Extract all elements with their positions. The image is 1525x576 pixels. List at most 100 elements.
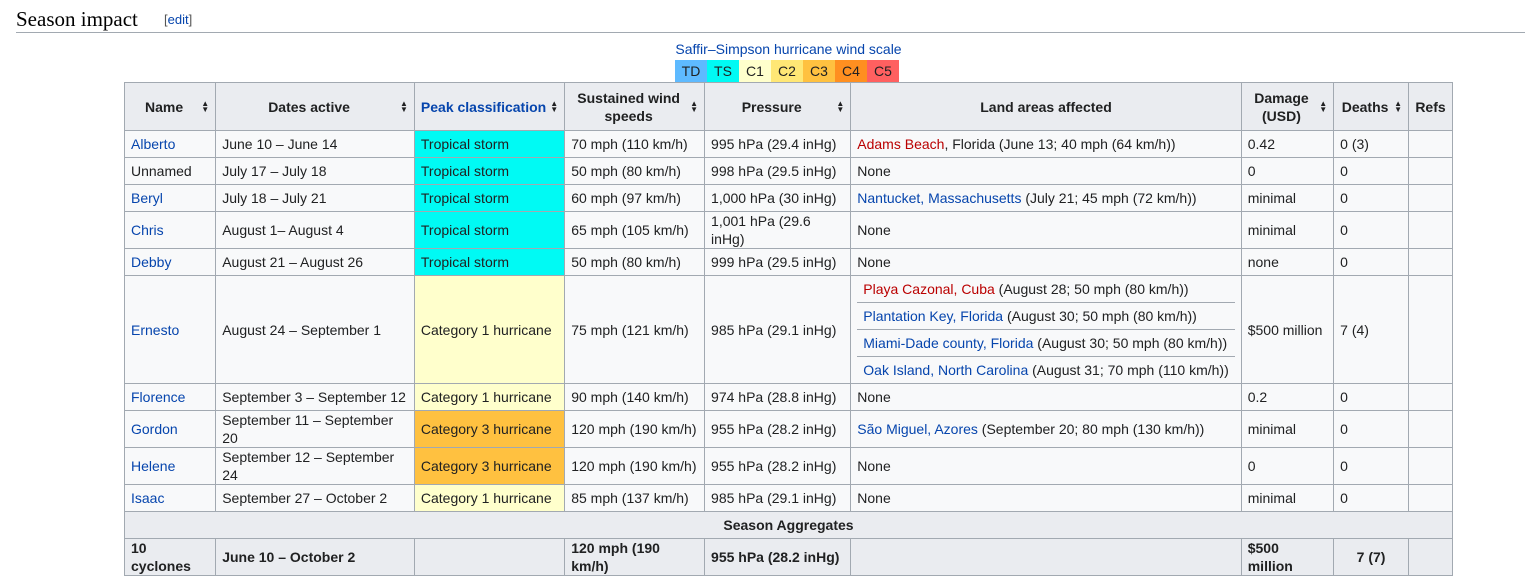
peak-cell: Category 1 hurricane <box>413 383 566 411</box>
totals-row: 10 cyclones June 10 – October 2 120 mph … <box>123 538 1454 576</box>
header-dates[interactable]: Dates active ▲ ▼ <box>215 82 415 131</box>
land-cell: None <box>850 248 1242 276</box>
land-cell: Nantucket, Massachusetts (July 21; 45 mp… <box>850 184 1242 212</box>
table-row: Helene September 12 – September 24 Categ… <box>123 447 1454 485</box>
header-wind[interactable]: Sustained wind speeds ▲ ▼ <box>564 82 706 131</box>
total-pressure: 955 hPa (28.2 inHg) <box>704 538 852 576</box>
total-land <box>850 538 1242 576</box>
total-refs <box>1407 538 1454 576</box>
refs-cell <box>1407 211 1454 249</box>
dates-cell: August 24 – September 1 <box>215 275 415 384</box>
refs-cell <box>1407 383 1454 411</box>
header-name-label: Name <box>145 98 184 115</box>
storm-link[interactable]: Gordon <box>131 421 178 437</box>
land-text: (August 28; 50 mph (80 km/h)) <box>994 281 1189 297</box>
storm-link[interactable]: Isaac <box>131 490 165 506</box>
scale-c1: C1 <box>739 60 771 82</box>
peak-cell: Category 1 hurricane <box>413 484 566 512</box>
wind-cell: 90 mph (140 km/h) <box>564 383 706 411</box>
storm-link[interactable]: Debby <box>131 254 172 270</box>
sort-icon[interactable]: ▲ ▼ <box>1319 98 1328 114</box>
damage-cell: none <box>1240 248 1335 276</box>
header-refs-label: Refs <box>1415 98 1446 115</box>
storm-link[interactable]: Helene <box>131 458 176 474</box>
table-row: Alberto June 10 – June 14 Tropical storm… <box>123 130 1454 158</box>
land-text: (August 30; 50 mph (80 km/h)) <box>1003 308 1197 324</box>
scale-c3: C3 <box>803 60 835 82</box>
storm-link[interactable]: Beryl <box>131 190 163 206</box>
land-entry: Plantation Key, Florida (August 30; 50 m… <box>857 303 1235 330</box>
header-row: Name ▲ ▼ Dates active ▲ ▼ Peak classificatio… <box>123 82 1454 131</box>
sort-icon[interactable]: ▲ ▼ <box>690 98 699 114</box>
header-name[interactable]: Name ▲ ▼ <box>123 82 217 131</box>
table-row: Debby August 21 – August 26 Tropical sto… <box>123 248 1454 276</box>
header-peak-link[interactable]: Peak classification <box>420 98 547 115</box>
storm-link[interactable]: Florence <box>131 389 186 405</box>
dates-cell: August 21 – August 26 <box>215 248 415 276</box>
storm-link[interactable]: Ernesto <box>131 321 180 338</box>
deaths-cell: 0 <box>1333 211 1409 249</box>
header-peak[interactable]: Peak classification ▲ ▼ <box>413 82 566 131</box>
sort-icon[interactable]: ▲ ▼ <box>1394 98 1402 114</box>
land-link[interactable]: Plantation Key, Florida <box>863 308 1004 324</box>
header-dates-label: Dates active <box>268 98 350 115</box>
dates-cell: August 1– August 4 <box>215 211 415 249</box>
scale-title-link[interactable]: Saffir–Simpson hurricane wind scale <box>675 41 902 57</box>
edit-link-wrapper: [edit] <box>164 12 193 27</box>
pressure-cell: 1,001 hPa (29.6 inHg) <box>704 211 852 249</box>
sort-icon[interactable]: ▲ ▼ <box>836 98 845 114</box>
dates-cell: September 27 – October 2 <box>215 484 415 512</box>
sort-icon[interactable]: ▲ ▼ <box>201 98 210 114</box>
refs-cell <box>1407 447 1454 485</box>
storm-link[interactable]: Alberto <box>131 136 176 152</box>
total-cyclones: 10 cyclones <box>123 538 217 576</box>
land-text: (September 20; 80 mph (130 km/h)) <box>977 421 1205 437</box>
storm-name-cell: Helene <box>123 447 217 485</box>
land-cell: São Miguel, Azores (September 20; 80 mph… <box>850 410 1242 448</box>
scale-legend: TD TS C1 C2 C3 C4 C5 <box>675 60 899 82</box>
season-impact-table: Name ▲ ▼ Dates active ▲ ▼ Peak classificatio… <box>123 82 1454 576</box>
land-link[interactable]: Adams Beach <box>857 136 945 152</box>
header-wind-label: Sustained wind speeds <box>577 89 680 124</box>
deaths-cell: 0 <box>1333 484 1409 512</box>
damage-cell: 0.42 <box>1240 130 1335 158</box>
land-link[interactable]: Nantucket, Massachusetts <box>857 190 1022 206</box>
dates-cell: September 3 – September 12 <box>215 383 415 411</box>
aggregates-label: Season Aggregates <box>124 511 1453 539</box>
wind-cell: 60 mph (97 km/h) <box>564 184 706 212</box>
header-deaths[interactable]: Deaths ▲ ▼ <box>1333 82 1409 131</box>
land-cell: None <box>850 383 1242 411</box>
land-link[interactable]: São Miguel, Azores <box>857 421 978 437</box>
peak-cell: Category 1 hurricane <box>413 275 566 384</box>
land-link[interactable]: Oak Island, North Carolina <box>863 362 1029 378</box>
section-title: Season impact <box>16 7 138 31</box>
land-entry: Playa Cazonal, Cuba (August 28; 50 mph (… <box>857 276 1235 303</box>
refs-cell <box>1407 410 1454 448</box>
peak-cell: Tropical storm <box>413 248 566 276</box>
pressure-cell: 985 hPa (29.1 inHg) <box>704 275 852 384</box>
edit-link[interactable]: edit <box>167 12 189 27</box>
land-cell: None <box>850 211 1242 249</box>
peak-cell: Tropical storm <box>413 130 566 158</box>
deaths-cell: 0 <box>1333 410 1409 448</box>
scale-c4: C4 <box>835 60 867 82</box>
pressure-cell: 995 hPa (29.4 inHg) <box>704 130 852 158</box>
damage-cell: 0.2 <box>1240 383 1335 411</box>
land-link[interactable]: Miami-Dade county, Florida <box>863 335 1034 351</box>
land-link[interactable]: Playa Cazonal, Cuba <box>863 281 995 297</box>
table-row: Ernesto August 24 – September 1 Category… <box>123 275 1454 384</box>
storm-link[interactable]: Chris <box>131 222 164 238</box>
land-cell: None <box>850 484 1242 512</box>
storm-name-cell: Gordon <box>123 410 217 448</box>
header-land: Land areas affected <box>850 82 1242 131</box>
sort-icon[interactable]: ▲ ▼ <box>550 98 559 114</box>
header-pressure[interactable]: Pressure ▲ ▼ <box>704 82 852 131</box>
damage-cell: minimal <box>1240 184 1335 212</box>
header-damage-label: Damage (USD) <box>1254 89 1309 124</box>
wind-cell: 120 mph (190 km/h) <box>564 410 706 448</box>
sort-icon[interactable]: ▲ ▼ <box>399 98 408 114</box>
storm-name-cell: Florence <box>123 383 217 411</box>
header-damage[interactable]: Damage (USD) ▲ ▼ <box>1240 82 1335 131</box>
damage-cell: minimal <box>1240 410 1335 448</box>
header-land-label: Land areas affected <box>980 98 1112 115</box>
